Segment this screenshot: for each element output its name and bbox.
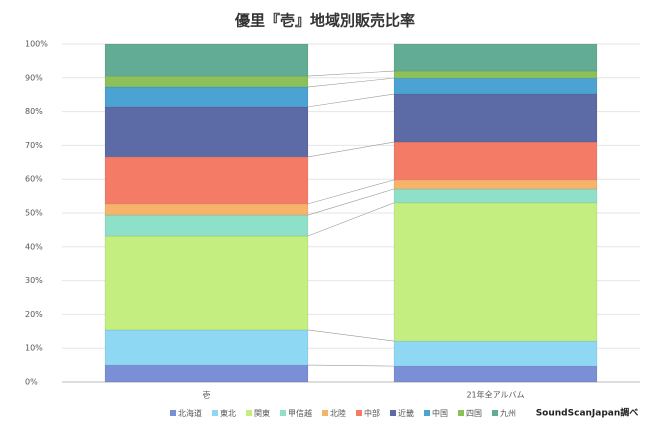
legend-swatch <box>356 410 362 416</box>
legend-label: 中国 <box>432 408 448 418</box>
bar-segment <box>393 70 598 79</box>
x-tick-label: 21年全アルバム <box>466 390 524 400</box>
bar-segment <box>393 365 598 383</box>
legend-label: 九州 <box>500 409 516 418</box>
y-tick-label: 100% <box>25 40 48 49</box>
bar-segment <box>104 43 309 77</box>
connector-line <box>307 329 395 342</box>
connector-line <box>307 70 395 77</box>
y-tick-label: 30% <box>25 276 43 285</box>
bar-segment <box>104 329 309 366</box>
connector-line <box>307 202 395 237</box>
legend-swatch <box>170 410 176 416</box>
y-tick-label: 70% <box>25 141 43 150</box>
y-tick-label: 90% <box>25 73 43 82</box>
bar-segment <box>393 77 598 95</box>
legend-label: 甲信越 <box>288 408 312 418</box>
y-tick-label: 20% <box>25 310 43 319</box>
bar-segment <box>393 179 598 190</box>
legend-label: 四国 <box>466 409 482 418</box>
annotation: SoundScanJapan調べ <box>536 407 639 419</box>
chart-title: 優里『壱』地域別販売比率 <box>234 12 415 30</box>
bar-segment <box>393 141 598 181</box>
legend-label: 北海道 <box>178 408 202 418</box>
legend-label: 関東 <box>254 408 270 418</box>
bar-segment <box>104 86 309 108</box>
bar-segment <box>393 43 598 72</box>
bar-segment <box>104 203 309 216</box>
bar-segment <box>393 340 598 367</box>
connector-line <box>307 188 395 216</box>
legend-label: 中部 <box>364 408 380 418</box>
bar-segment <box>104 75 309 88</box>
y-tick-label: 10% <box>25 344 43 353</box>
legend-swatch <box>280 410 286 416</box>
y-tick-label: 40% <box>25 242 43 251</box>
legend-label: 東北 <box>220 408 236 418</box>
bar-segment <box>104 106 309 158</box>
connector-line <box>307 93 395 108</box>
bar-segment <box>104 235 309 331</box>
y-tick-label: 0% <box>25 378 38 387</box>
legend-swatch <box>322 410 328 416</box>
legend-swatch <box>246 410 252 416</box>
y-tick-label: 50% <box>25 209 43 218</box>
y-tick-label: 80% <box>25 107 43 116</box>
y-tick-label: 60% <box>25 175 43 184</box>
x-tick-label: 壱 <box>203 390 211 400</box>
bar-segment <box>393 93 598 143</box>
legend-swatch <box>424 410 430 416</box>
bar-segment <box>104 364 309 383</box>
legend-swatch <box>390 410 396 416</box>
bar-segment <box>104 214 309 237</box>
legend-label: 近畿 <box>398 408 414 418</box>
legend-label: 北陸 <box>330 408 346 418</box>
legend-swatch <box>458 410 464 416</box>
bar-segment <box>393 202 598 342</box>
legend-swatch <box>492 410 498 416</box>
bar-segment <box>393 188 598 204</box>
bar-segment <box>104 156 309 205</box>
connector-line <box>307 77 395 88</box>
connector-line <box>307 179 395 205</box>
legend-swatch <box>212 410 218 416</box>
connector-line <box>307 141 395 158</box>
connector-line <box>307 364 395 367</box>
